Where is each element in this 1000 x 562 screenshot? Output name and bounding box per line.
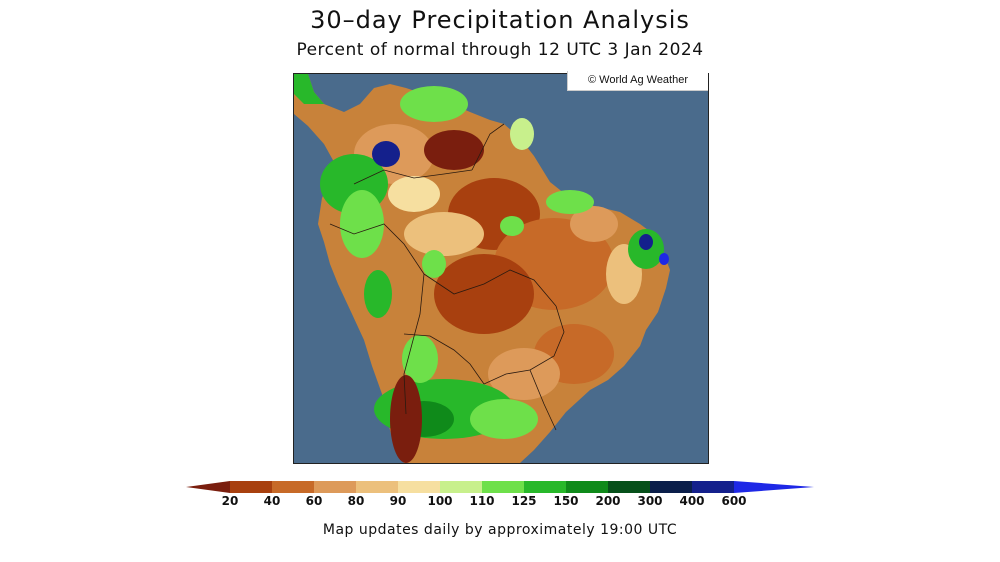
legend-swatch-150-200 [566, 481, 608, 493]
legend-tick: 200 [595, 494, 621, 508]
legend-swatch-above-600 [734, 481, 814, 493]
legend-tick: 150 [553, 494, 579, 508]
legend-swatch-110-125 [482, 481, 524, 493]
legend-tick: 300 [637, 494, 663, 508]
legend-swatch-80-90 [356, 481, 398, 493]
country-borders [329, 123, 565, 431]
legend-tick: 100 [427, 494, 453, 508]
legend-tick: 40 [263, 494, 281, 508]
legend-swatch-300-400 [650, 481, 692, 493]
legend-tick: 400 [679, 494, 705, 508]
legend-ticks: 20 40 60 80 90 100 110 125 150 200 300 4… [0, 494, 1000, 510]
legend-tick: 600 [721, 494, 747, 508]
legend-swatch-125-150 [524, 481, 566, 493]
precip-patches [320, 86, 669, 463]
legend-colorbar [186, 481, 814, 493]
map-svg [294, 74, 708, 463]
update-note: Map updates daily by approximately 19:00… [322, 522, 678, 538]
legend-tick: 20 [221, 494, 239, 508]
legend-tick: 90 [389, 494, 407, 508]
legend-swatch-400-600 [692, 481, 734, 493]
legend-swatch-40-60 [272, 481, 314, 493]
map-title: 30–day Precipitation Analysis [310, 6, 690, 34]
copyright-credit: © World Ag Weather [567, 71, 708, 91]
legend-swatch-200-300 [608, 481, 650, 493]
map-subtitle: Percent of normal through 12 UTC 3 Jan 2… [296, 40, 704, 60]
legend-swatch-90-100 [398, 481, 440, 493]
legend-swatch-20-40 [230, 481, 272, 493]
legend-swatch-100-110 [440, 481, 482, 493]
legend-tick: 125 [511, 494, 537, 508]
legend-swatch-60-80 [314, 481, 356, 493]
legend-swatch-below-20 [186, 481, 230, 493]
legend-tick: 60 [305, 494, 323, 508]
precipitation-map [293, 73, 709, 464]
legend-tick: 80 [347, 494, 365, 508]
legend-tick: 110 [469, 494, 495, 508]
